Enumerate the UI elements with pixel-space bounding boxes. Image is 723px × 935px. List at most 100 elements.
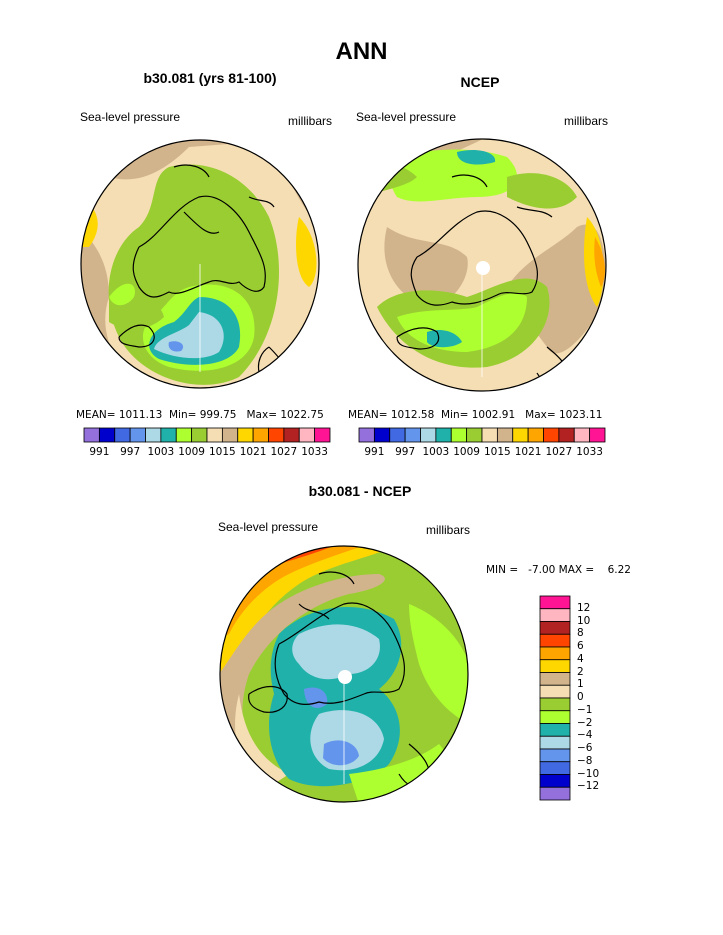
colorbar-swatch (98, 427, 116, 443)
colorbar-swatch (358, 427, 375, 443)
colorbar-tick-label: 1015 (209, 446, 236, 458)
colorbar-swatch (129, 427, 146, 443)
colorbar-swatch (175, 427, 193, 443)
colorbar-swatch (314, 427, 331, 443)
diff-variable-label: Sea-level pressure (218, 520, 319, 534)
diff-panel-title: b30.081 - NCEP (308, 483, 412, 499)
colorbar-tick-label: 12 (577, 601, 591, 614)
colorbar-swatch (558, 427, 575, 443)
colorbar-swatch (527, 427, 544, 443)
colorbar-swatch (539, 608, 571, 622)
diff-colorbar (539, 595, 571, 801)
colorbar-tick-label: 1033 (301, 446, 328, 458)
diff-polar-map (219, 545, 469, 803)
colorbar-tick-label: −6 (577, 742, 593, 754)
colorbar-swatch (539, 595, 571, 610)
right-panel-title: NCEP (460, 74, 500, 90)
colorbar-swatch (191, 427, 208, 443)
colorbar-swatch (496, 427, 514, 443)
colorbar-swatch (206, 427, 223, 443)
colorbar-swatch (539, 621, 571, 635)
colorbar-swatch (539, 633, 571, 648)
colorbar-tick-label: −1 (577, 703, 593, 716)
colorbar-swatch (589, 427, 606, 443)
colorbar-swatch (539, 774, 571, 788)
colorbar-tick-label: −8 (577, 754, 593, 767)
colorbar-swatch (160, 427, 177, 443)
colorbar-tick-label: 1009 (178, 446, 205, 458)
colorbar-tick-label: 997 (395, 446, 416, 458)
colorbar-swatch (539, 723, 571, 737)
colorbar-swatch (435, 427, 452, 443)
colorbar-tick-label: 1015 (484, 446, 511, 458)
colorbar-swatch (466, 427, 483, 443)
colorbar-tick-label: 1021 (514, 446, 542, 458)
left-panel-title: b30.081 (yrs 81-100) (143, 70, 277, 86)
colorbar-swatch (539, 735, 571, 750)
colorbar-swatch (145, 427, 162, 443)
colorbar-swatch (481, 427, 498, 443)
colorbar-swatch (83, 427, 100, 443)
colorbar-swatch (373, 427, 391, 443)
colorbar-tick-label: 1027 (545, 446, 573, 458)
colorbar-swatch (539, 710, 571, 724)
colorbar-swatch (539, 697, 571, 712)
diff-colorbar-ticks: 12 10 8 6 4 2 1 0 −1 −2 −4 −6 −8 −10 −12 (577, 596, 617, 800)
colorbar-swatch (252, 427, 269, 443)
colorbar-swatch (221, 427, 239, 443)
colorbar-tick-label: −12 (577, 780, 600, 793)
colorbar-tick-label: 997 (120, 446, 141, 458)
colorbar-tick-label: 991 (89, 446, 110, 458)
colorbar-swatch (237, 427, 254, 443)
left-stats: MEAN= 1011.13 Min= 999.75 Max= 1022.75 (76, 409, 324, 421)
right-colorbar-ticks: 991 997 1003 1009 1015 1021 1027 1033 (359, 446, 605, 460)
colorbar-swatch (539, 786, 571, 801)
colorbar-swatch (539, 659, 571, 673)
colorbar-swatch (420, 427, 437, 443)
colorbar-swatch (450, 427, 468, 443)
colorbar-swatch (268, 427, 285, 443)
right-colorbar (358, 427, 606, 443)
right-variable-label: Sea-level pressure (356, 110, 457, 124)
colorbar-swatch (539, 761, 571, 775)
colorbar-tick-label: 1003 (147, 446, 175, 458)
colorbar-swatch (283, 427, 300, 443)
colorbar-swatch (298, 427, 316, 443)
colorbar-tick-label: −10 (577, 767, 600, 780)
right-stats: MEAN= 1012.58 Min= 1002.91 Max= 1023.11 (348, 409, 603, 421)
left-units-label: millibars (288, 114, 333, 128)
colorbar-tick-label: −2 (577, 716, 593, 729)
right-polar-map (357, 138, 607, 392)
left-variable-label: Sea-level pressure (80, 110, 181, 124)
colorbar-tick-label: −4 (577, 729, 593, 742)
colorbar-tick-label: 0 (577, 691, 584, 703)
colorbar-tick-label: 6 (577, 640, 584, 652)
colorbar-tick-label: 10 (577, 614, 591, 627)
left-colorbar (83, 427, 331, 443)
colorbar-swatch (404, 427, 421, 443)
colorbar-tick-label: 1027 (270, 446, 298, 458)
colorbar-swatch (539, 672, 571, 686)
right-units-label: millibars (564, 114, 609, 128)
colorbar-swatch (114, 427, 131, 443)
colorbar-tick-label: 1021 (239, 446, 267, 458)
left-polar-map (80, 139, 320, 389)
left-colorbar-ticks: 991 997 1003 1009 1015 1021 1027 1033 (84, 446, 330, 460)
colorbar-tick-label: 1009 (453, 446, 480, 458)
colorbar-swatch (512, 427, 529, 443)
colorbar-swatch (389, 427, 406, 443)
page-title: ANN (335, 38, 388, 65)
colorbar-tick-label: 8 (577, 627, 584, 640)
colorbar-tick-label: 991 (364, 446, 385, 458)
colorbar-tick-label: 1003 (422, 446, 450, 458)
diff-units-label: millibars (426, 523, 471, 537)
colorbar-swatch (539, 646, 571, 661)
colorbar-swatch (539, 684, 571, 699)
colorbar-swatch (573, 427, 591, 443)
colorbar-tick-label: 4 (577, 652, 584, 665)
colorbar-tick-label: 2 (577, 665, 584, 678)
diff-stats: MIN = -7.00 MAX = 6.22 (486, 564, 631, 576)
colorbar-tick-label: 1033 (576, 446, 603, 458)
colorbar-swatch (539, 748, 571, 763)
colorbar-tick-label: 1 (577, 678, 584, 691)
